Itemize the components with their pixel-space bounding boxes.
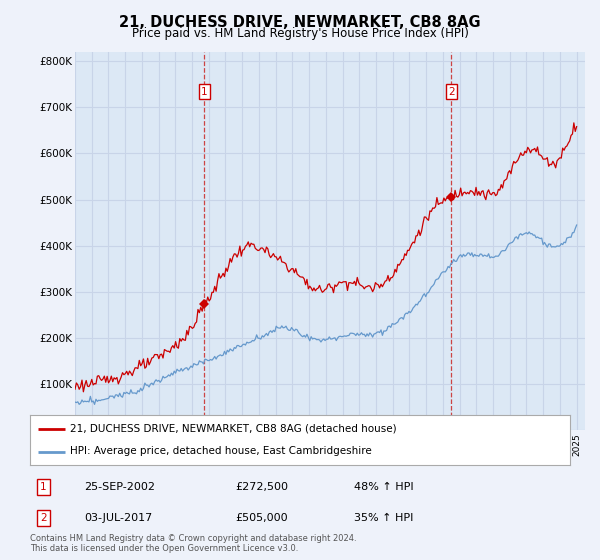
Text: HPI: Average price, detached house, East Cambridgeshire: HPI: Average price, detached house, East… (71, 446, 372, 456)
Text: 21, DUCHESS DRIVE, NEWMARKET, CB8 8AG (detached house): 21, DUCHESS DRIVE, NEWMARKET, CB8 8AG (d… (71, 423, 397, 433)
Text: Price paid vs. HM Land Registry's House Price Index (HPI): Price paid vs. HM Land Registry's House … (131, 27, 469, 40)
Text: 35% ↑ HPI: 35% ↑ HPI (354, 514, 413, 524)
Text: 2: 2 (40, 514, 47, 524)
Text: 1: 1 (40, 482, 47, 492)
Text: 2: 2 (448, 87, 455, 97)
Text: 1: 1 (201, 87, 208, 97)
Text: £505,000: £505,000 (235, 514, 288, 524)
Text: 03-JUL-2017: 03-JUL-2017 (84, 514, 152, 524)
Text: Contains HM Land Registry data © Crown copyright and database right 2024.
This d: Contains HM Land Registry data © Crown c… (30, 534, 356, 553)
Text: 48% ↑ HPI: 48% ↑ HPI (354, 482, 413, 492)
Text: 21, DUCHESS DRIVE, NEWMARKET, CB8 8AG: 21, DUCHESS DRIVE, NEWMARKET, CB8 8AG (119, 15, 481, 30)
Text: 25-SEP-2002: 25-SEP-2002 (84, 482, 155, 492)
Text: £272,500: £272,500 (235, 482, 288, 492)
